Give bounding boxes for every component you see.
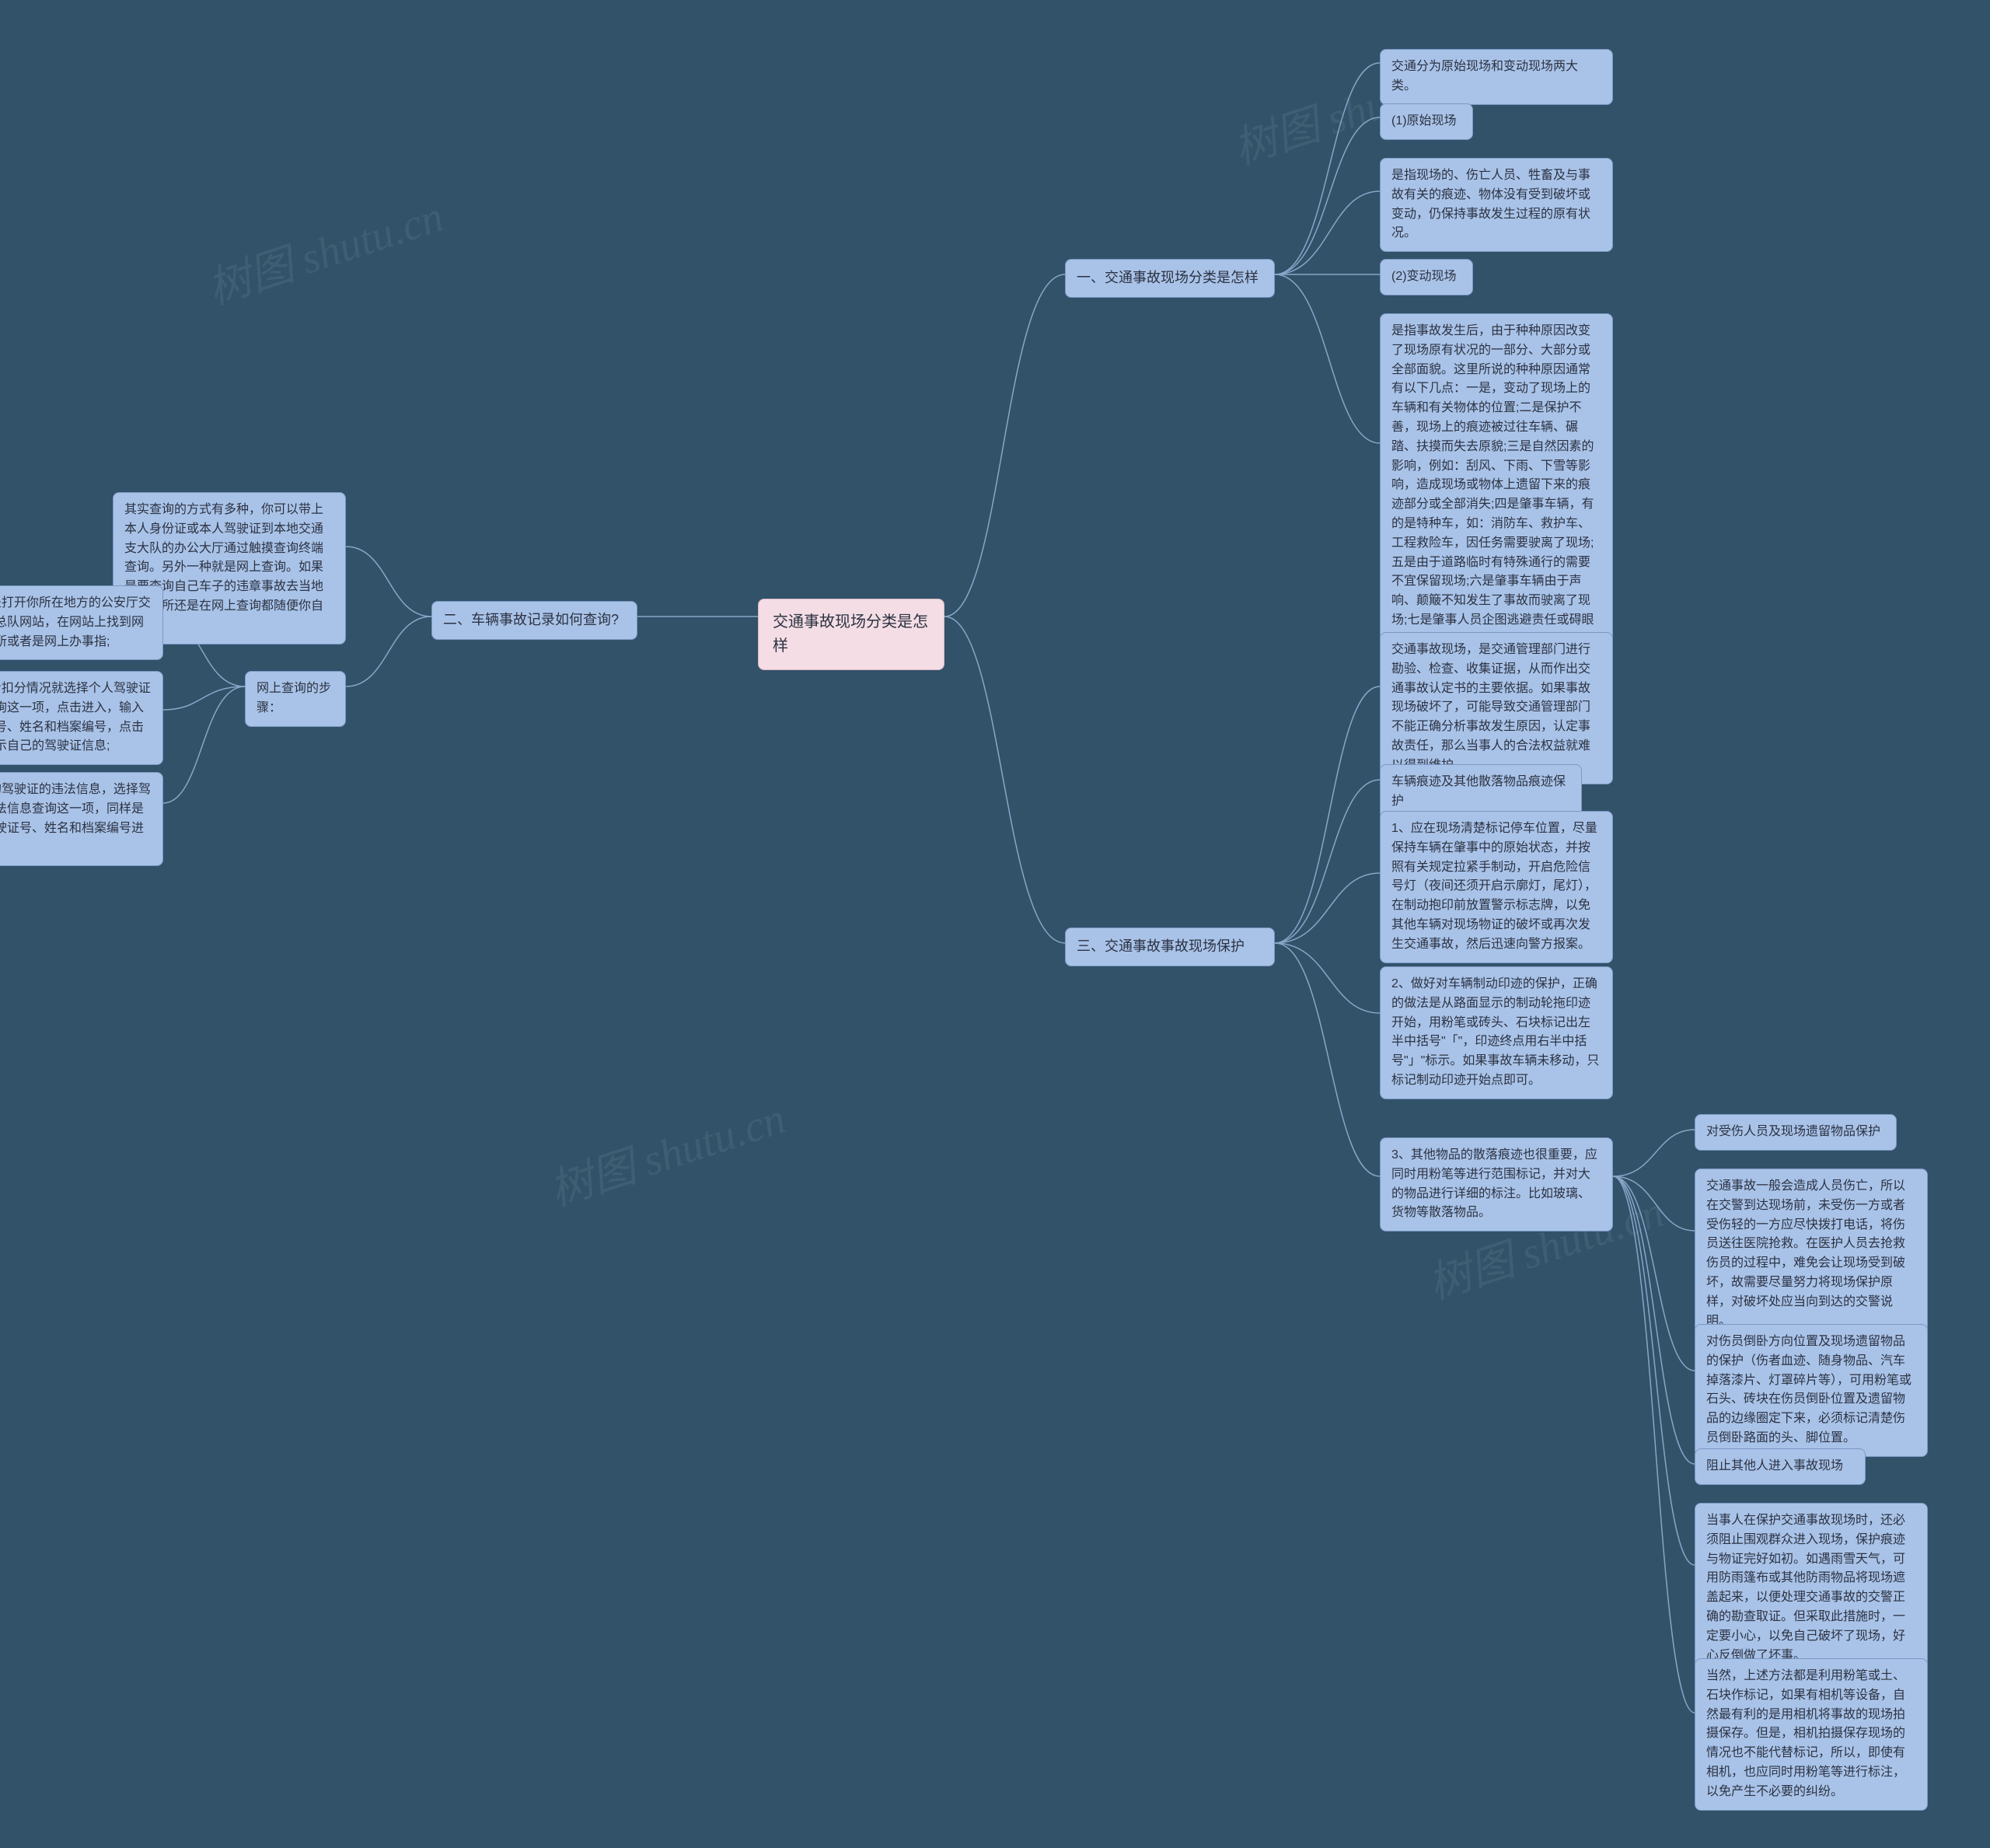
connector-lines [0, 0, 1990, 1848]
branch-1[interactable]: 一、交通事故现场分类是怎样 [1065, 259, 1275, 298]
leaf-l4[interactable]: (2)变动现场 [1380, 259, 1473, 295]
leaf-l12e[interactable]: 当事人在保护交通事故现场时，还必须阻止围观群众进入现场，保护痕迹与物证完好如初。… [1695, 1503, 1928, 1674]
leaf-l7c[interactable]: 3、查询驾驶证的违法信息，选择驾驶证违法信息查询这一项，同样是输入驾驶证号、姓名… [0, 772, 163, 866]
mindmap-container: 交通事故现场分类是怎样 一、交通事故现场分类是怎样 交通分为原始现场和变动现场两… [0, 0, 1990, 1848]
leaf-l12f[interactable]: 当然，上述方法都是利用粉笔或土、石块作标记，如果有相机等设备，自然最有利的是用相… [1695, 1658, 1928, 1811]
leaf-l11[interactable]: 2、做好对车辆制动印迹的保护，正确的做法是从路面显示的制动轮拖印迹开始，用粉笔或… [1380, 966, 1613, 1099]
leaf-l12[interactable]: 3、其他物品的散落痕迹也很重要，应同时用粉笔等进行范围标记，并对大的物品进行详细… [1380, 1137, 1613, 1231]
leaf-l8[interactable]: 交通事故现场，是交通管理部门进行勘验、检查、收集证据，从而作出交通事故认定书的主… [1380, 632, 1613, 784]
leaf-l12b[interactable]: 交通事故一般会造成人员伤亡，所以在交警到达现场前，未受伤一方或者受伤轻的一方应尽… [1695, 1169, 1928, 1340]
branch-3[interactable]: 三、交通事故事故现场保护 [1065, 927, 1275, 966]
leaf-l12d[interactable]: 阻止其他人进入事故现场 [1695, 1448, 1866, 1485]
leaf-l7a[interactable]: 1、就是打开你所在地方的公安厅交通警察总队网站，在网站上找到网上车管所或者是网上… [0, 585, 163, 660]
leaf-l12a[interactable]: 对受伤人员及现场遗留物品保护 [1695, 1114, 1897, 1151]
leaf-l2[interactable]: (1)原始现场 [1380, 103, 1473, 140]
leaf-l12c[interactable]: 对伤员倒卧方向位置及现场遗留物品的保护（伤者血迹、随身物品、汽车掉落漆片、灯罩碎… [1695, 1324, 1928, 1457]
leaf-l1[interactable]: 交通分为原始现场和变动现场两大类。 [1380, 49, 1613, 105]
leaf-l10[interactable]: 1、应在现场清楚标记停车位置，尽量保持车辆在肇事中的原始状态，并按照有关规定拉紧… [1380, 811, 1613, 963]
leaf-l7[interactable]: 网上查询的步骤： [245, 671, 346, 727]
leaf-l3[interactable]: 是指现场的、伤亡人员、牲畜及与事故有关的痕迹、物体没有受到破坏或变动，仍保持事故… [1380, 158, 1613, 252]
branch-2[interactable]: 二、车辆事故记录如何查询? [431, 601, 637, 640]
leaf-l7b[interactable]: 2、查看扣分情况就选择个人驾驶证信息查询这一项，点击进入，输入驾驶证号、姓名和档… [0, 671, 163, 765]
root-node[interactable]: 交通事故现场分类是怎样 [758, 599, 944, 670]
